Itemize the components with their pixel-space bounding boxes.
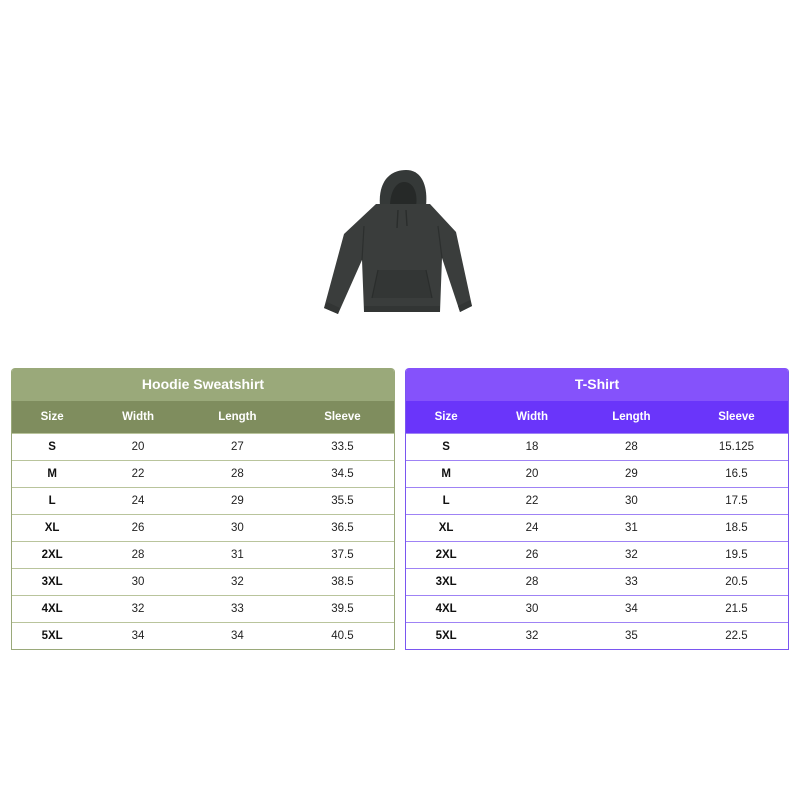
width-cell: 26	[486, 541, 578, 569]
table-row: M 22 28 34.5	[12, 460, 394, 488]
size-cell: 4XL	[12, 595, 93, 623]
length-cell: 34	[577, 595, 685, 623]
sleeve-cell: 35.5	[290, 487, 394, 515]
column-header-width: Width	[486, 401, 578, 434]
width-cell: 30	[486, 595, 578, 623]
length-cell: 33	[183, 595, 291, 623]
sleeve-cell: 21.5	[684, 595, 788, 623]
length-cell: 30	[183, 514, 291, 542]
sleeve-cell: 17.5	[684, 487, 788, 515]
table-row: 3XL 30 32 38.5	[12, 568, 394, 596]
sleeve-cell: 40.5	[290, 622, 394, 649]
width-cell: 32	[486, 622, 578, 649]
size-cell: S	[12, 433, 93, 461]
column-header-sleeve: Sleeve	[290, 401, 394, 434]
length-cell: 28	[577, 433, 685, 461]
width-cell: 18	[486, 433, 578, 461]
sleeve-cell: 37.5	[290, 541, 394, 569]
tshirt-header-row: Size Width Length Sleeve	[406, 401, 788, 434]
column-header-length: Length	[183, 401, 291, 434]
sleeve-cell: 36.5	[290, 514, 394, 542]
column-header-width: Width	[92, 401, 184, 434]
sleeve-cell: 33.5	[290, 433, 394, 461]
table-row: XL 24 31 18.5	[406, 514, 788, 542]
width-cell: 24	[486, 514, 578, 542]
table-row: 5XL 34 34 40.5	[12, 622, 394, 649]
hoodie-product-image	[318, 166, 478, 318]
hoodie-size-table: Size Width Length Sleeve S 20 27 33.5 M 22 28…	[12, 401, 394, 649]
hoodie-icon	[324, 170, 472, 314]
width-cell: 30	[92, 568, 184, 596]
size-cell: XL	[12, 514, 93, 542]
size-cell: M	[12, 460, 93, 488]
size-cell: L	[406, 487, 487, 515]
column-header-size: Size	[12, 401, 93, 434]
tshirt-size-table: Size Width Length Sleeve S 18 28 15.125 M 20…	[406, 401, 788, 649]
size-cell: 4XL	[406, 595, 487, 623]
width-cell: 34	[92, 622, 184, 649]
size-cell: XL	[406, 514, 487, 542]
width-cell: 22	[92, 460, 184, 488]
width-cell: 32	[92, 595, 184, 623]
table-row: XL 26 30 36.5	[12, 514, 394, 542]
table-row: M 20 29 16.5	[406, 460, 788, 488]
width-cell: 22	[486, 487, 578, 515]
length-cell: 33	[577, 568, 685, 596]
width-cell: 20	[486, 460, 578, 488]
sleeve-cell: 34.5	[290, 460, 394, 488]
tshirt-chart-title: T-Shirt	[406, 368, 788, 401]
hoodie-header-row: Size Width Length Sleeve	[12, 401, 394, 434]
size-cell: 5XL	[406, 622, 487, 649]
length-cell: 34	[183, 622, 291, 649]
size-cell: L	[12, 487, 93, 515]
sleeve-cell: 18.5	[684, 514, 788, 542]
table-row: 3XL 28 33 20.5	[406, 568, 788, 596]
length-cell: 31	[577, 514, 685, 542]
length-cell: 28	[183, 460, 291, 488]
table-row: S 20 27 33.5	[12, 433, 394, 461]
table-row: 2XL 26 32 19.5	[406, 541, 788, 569]
table-row: S 18 28 15.125	[406, 433, 788, 461]
sleeve-cell: 22.5	[684, 622, 788, 649]
width-cell: 20	[92, 433, 184, 461]
sleeve-cell: 39.5	[290, 595, 394, 623]
tshirt-size-chart: T-Shirt Size Width Length Sleeve S 18 28 15…	[405, 368, 789, 650]
table-row: 2XL 28 31 37.5	[12, 541, 394, 569]
width-cell: 28	[486, 568, 578, 596]
column-header-size: Size	[406, 401, 487, 434]
column-header-sleeve: Sleeve	[684, 401, 788, 434]
column-header-length: Length	[577, 401, 685, 434]
size-cell: 3XL	[406, 568, 487, 596]
sleeve-cell: 20.5	[684, 568, 788, 596]
size-cell: 5XL	[12, 622, 93, 649]
table-row: 4XL 30 34 21.5	[406, 595, 788, 623]
width-cell: 28	[92, 541, 184, 569]
width-cell: 26	[92, 514, 184, 542]
length-cell: 27	[183, 433, 291, 461]
hoodie-size-chart: Hoodie Sweatshirt Size Width Length Slee…	[11, 368, 395, 650]
length-cell: 32	[183, 568, 291, 596]
length-cell: 29	[183, 487, 291, 515]
sleeve-cell: 19.5	[684, 541, 788, 569]
length-cell: 31	[183, 541, 291, 569]
length-cell: 32	[577, 541, 685, 569]
table-row: 4XL 32 33 39.5	[12, 595, 394, 623]
table-row: L 22 30 17.5	[406, 487, 788, 515]
size-cell: 3XL	[12, 568, 93, 596]
table-row: L 24 29 35.5	[12, 487, 394, 515]
sleeve-cell: 38.5	[290, 568, 394, 596]
length-cell: 35	[577, 622, 685, 649]
width-cell: 24	[92, 487, 184, 515]
size-cell: S	[406, 433, 487, 461]
size-cell: 2XL	[12, 541, 93, 569]
size-cell: M	[406, 460, 487, 488]
table-row: 5XL 32 35 22.5	[406, 622, 788, 649]
length-cell: 29	[577, 460, 685, 488]
length-cell: 30	[577, 487, 685, 515]
hoodie-chart-title: Hoodie Sweatshirt	[12, 368, 394, 401]
size-cell: 2XL	[406, 541, 487, 569]
sleeve-cell: 15.125	[684, 433, 788, 461]
sleeve-cell: 16.5	[684, 460, 788, 488]
